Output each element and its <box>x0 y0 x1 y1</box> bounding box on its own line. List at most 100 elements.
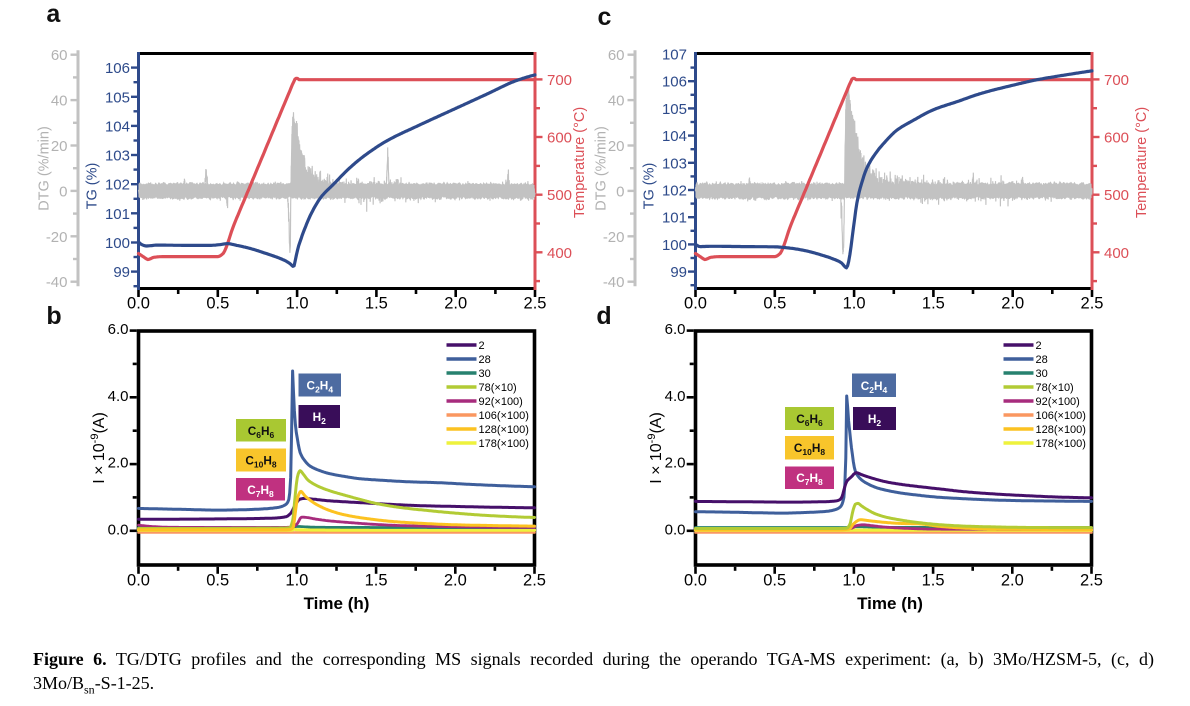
svg-text:60: 60 <box>608 47 625 64</box>
svg-text:100: 100 <box>662 237 687 254</box>
svg-text:C6H6: C6H6 <box>248 424 275 440</box>
svg-text:2.0: 2.0 <box>665 455 686 472</box>
svg-text:0.5: 0.5 <box>763 572 786 590</box>
svg-text:0.0: 0.0 <box>127 295 150 313</box>
svg-text:106: 106 <box>662 74 687 91</box>
svg-text:2.5: 2.5 <box>523 572 546 590</box>
svg-text:I × 10-9(A): I × 10-9(A) <box>89 412 108 484</box>
svg-text:106(×100): 106(×100) <box>1036 410 1086 422</box>
svg-text:104: 104 <box>662 128 687 145</box>
svg-text:C6H6: C6H6 <box>796 412 823 428</box>
svg-text:Temperature (°C): Temperature (°C) <box>572 107 588 218</box>
svg-text:0.0: 0.0 <box>665 521 686 538</box>
svg-text:0.0: 0.0 <box>108 521 129 538</box>
svg-text:106: 106 <box>105 60 130 77</box>
svg-text:500: 500 <box>547 187 572 204</box>
svg-text:I × 10-9(A): I × 10-9(A) <box>646 412 665 484</box>
svg-text:78(×10): 78(×10) <box>479 382 517 394</box>
svg-text:60: 60 <box>51 47 68 64</box>
svg-text:99: 99 <box>113 264 130 281</box>
svg-text:107: 107 <box>662 47 687 64</box>
svg-text:TG (%): TG (%) <box>84 163 100 210</box>
svg-text:30: 30 <box>479 368 491 380</box>
svg-text:20: 20 <box>608 138 625 155</box>
svg-text:6.0: 6.0 <box>665 321 686 338</box>
svg-text:Time (h): Time (h) <box>304 594 370 613</box>
svg-text:C7H8: C7H8 <box>796 471 823 487</box>
svg-text:92(×100): 92(×100) <box>1036 396 1080 408</box>
svg-text:Temperature (°C): Temperature (°C) <box>1134 107 1150 218</box>
svg-text:78(×10): 78(×10) <box>1036 382 1074 394</box>
svg-text:2.5: 2.5 <box>1080 572 1103 590</box>
svg-text:40: 40 <box>608 93 625 110</box>
svg-text:28: 28 <box>479 354 491 366</box>
svg-text:1.0: 1.0 <box>285 572 308 590</box>
svg-text:C10H8: C10H8 <box>245 454 277 470</box>
svg-text:28: 28 <box>1036 354 1048 366</box>
svg-text:103: 103 <box>105 148 130 165</box>
svg-text:128(×100): 128(×100) <box>479 424 529 436</box>
svg-text:-20: -20 <box>603 229 625 246</box>
svg-text:-40: -40 <box>603 274 625 291</box>
svg-text:c: c <box>597 3 611 31</box>
svg-text:700: 700 <box>547 72 572 89</box>
svg-text:d: d <box>596 302 611 330</box>
svg-text:100: 100 <box>105 235 130 252</box>
svg-text:600: 600 <box>547 130 572 147</box>
svg-text:1.0: 1.0 <box>842 572 865 590</box>
svg-text:2.0: 2.0 <box>108 455 129 472</box>
svg-text:40: 40 <box>51 93 68 110</box>
svg-text:4.0: 4.0 <box>108 388 129 405</box>
svg-text:DTG (%/min): DTG (%/min) <box>594 126 610 211</box>
svg-text:105: 105 <box>662 101 687 118</box>
svg-text:104: 104 <box>105 118 130 135</box>
svg-text:0: 0 <box>59 183 67 200</box>
svg-text:C2H4: C2H4 <box>307 379 334 395</box>
svg-text:92(×100): 92(×100) <box>479 396 523 408</box>
svg-text:2.5: 2.5 <box>1081 295 1104 313</box>
svg-text:2.0: 2.0 <box>444 295 467 313</box>
svg-text:0: 0 <box>616 183 624 200</box>
svg-text:128(×100): 128(×100) <box>1036 424 1086 436</box>
svg-text:0.0: 0.0 <box>127 572 150 590</box>
svg-text:400: 400 <box>547 245 572 262</box>
svg-text:1.5: 1.5 <box>365 295 388 313</box>
svg-text:700: 700 <box>1104 72 1129 89</box>
svg-text:C7H8: C7H8 <box>247 483 274 499</box>
svg-text:2: 2 <box>479 340 485 352</box>
svg-text:102: 102 <box>105 177 130 194</box>
svg-text:1.5: 1.5 <box>922 295 945 313</box>
svg-text:20: 20 <box>51 138 68 155</box>
svg-text:b: b <box>46 302 61 330</box>
svg-text:400: 400 <box>1104 245 1129 262</box>
svg-text:-20: -20 <box>46 229 68 246</box>
svg-text:2.0: 2.0 <box>1001 295 1024 313</box>
svg-text:2.0: 2.0 <box>1001 572 1024 590</box>
svg-text:0.0: 0.0 <box>684 572 707 590</box>
svg-text:6.0: 6.0 <box>108 321 129 338</box>
svg-text:1.0: 1.0 <box>286 295 309 313</box>
svg-text:103: 103 <box>662 155 687 172</box>
svg-text:2: 2 <box>1036 340 1042 352</box>
svg-text:Time (h): Time (h) <box>857 594 923 613</box>
svg-text:DTG (%/min): DTG (%/min) <box>37 126 53 211</box>
svg-text:TG (%): TG (%) <box>641 163 657 210</box>
svg-text:0.0: 0.0 <box>684 295 707 313</box>
svg-text:-40: -40 <box>46 274 68 291</box>
svg-text:1.0: 1.0 <box>843 295 866 313</box>
svg-text:1.5: 1.5 <box>365 572 388 590</box>
svg-text:30: 30 <box>1036 368 1048 380</box>
svg-text:101: 101 <box>662 210 687 227</box>
svg-text:500: 500 <box>1104 187 1129 204</box>
svg-text:2.0: 2.0 <box>444 572 467 590</box>
svg-text:178(×100): 178(×100) <box>479 438 529 450</box>
svg-text:102: 102 <box>662 183 687 200</box>
svg-text:0.5: 0.5 <box>206 295 229 313</box>
svg-text:a: a <box>46 0 61 28</box>
svg-text:99: 99 <box>670 264 687 281</box>
svg-text:0.5: 0.5 <box>763 295 786 313</box>
svg-text:0.5: 0.5 <box>206 572 229 590</box>
svg-text:2.5: 2.5 <box>524 295 547 313</box>
svg-text:105: 105 <box>105 89 130 106</box>
svg-text:101: 101 <box>105 206 130 223</box>
